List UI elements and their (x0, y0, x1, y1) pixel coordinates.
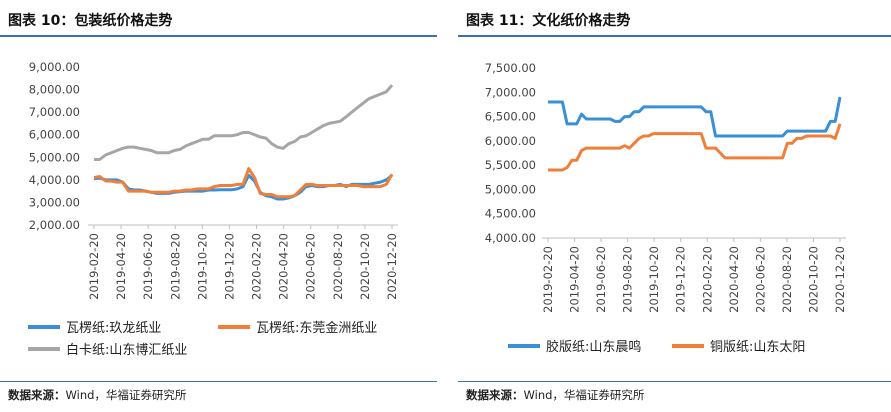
y-tick-label: 6,500.00 (485, 110, 536, 124)
y-tick-label: 4,000.00 (29, 173, 80, 187)
source-prefix: 数据来源： (8, 388, 66, 402)
x-tick-label: 2020-06-20 (753, 246, 767, 313)
y-tick-label: 7,500.00 (485, 61, 536, 75)
x-tick-label: 2020-08-20 (331, 233, 345, 300)
chart-svg: 9,000.00 8,000.00 7,000.00 6,000.00 5,000.00… (28, 60, 399, 358)
y-tick-label: 8,000.00 (29, 83, 80, 97)
chart-title: 图表 11：文化纸价格走势 (466, 13, 631, 29)
x-tick-label: 2020-10-20 (358, 233, 372, 300)
chart-panel-right: 图表 11：文化纸价格走势 7,500.00 7,000.00 6,500.00 6,… (458, 0, 891, 412)
x-tick-label: 2019-02-20 (87, 233, 101, 300)
x-tick-label: 2019-12-20 (222, 233, 236, 300)
x-tick-label: 2020-06-20 (304, 233, 318, 300)
x-tick-label: 2020-04-20 (727, 246, 741, 313)
chart-title: 图表 10：包装纸价格走势 (8, 13, 173, 29)
y-tick-label: 7,000.00 (485, 85, 536, 99)
y-tick-label: 4,500.00 (485, 207, 536, 221)
y-tick-label: 4,000.00 (485, 231, 536, 245)
x-tick-label: 2020-02-20 (250, 233, 264, 300)
x-tick-label: 2020-08-20 (780, 246, 794, 313)
x-tick-label: 2019-08-20 (621, 246, 635, 313)
series-line (548, 96, 842, 138)
y-tick-label: 7,000.00 (29, 105, 80, 119)
legend-label: 白卡纸:山东博汇纸业 (66, 342, 187, 358)
x-tick-label: 2019-06-20 (141, 233, 155, 300)
y-tick-label: 2,000.00 (29, 218, 80, 232)
x-tick-label: 2019-10-20 (647, 246, 661, 313)
chart-panel-left: 图表 10：包装纸价格走势 9,000.00 8,000.00 7,000.00 6,… (0, 0, 437, 412)
series-line (548, 123, 842, 172)
legend-label: 铜版纸:山东太阳 (710, 340, 805, 355)
y-tick-label: 5,500.00 (485, 158, 536, 172)
y-tick-label: 5,000.00 (29, 150, 80, 164)
series-line (94, 84, 394, 161)
x-tick-label: 2020-12-20 (833, 246, 847, 313)
source-note: 数据来源：Wind，华福证券研究所 (466, 387, 644, 403)
x-tick-label: 2020-10-20 (806, 246, 820, 313)
x-tick-label: 2019-12-20 (674, 246, 688, 313)
chart-svg: 7,500.00 7,000.00 6,500.00 6,000.00 5,500.00… (485, 61, 847, 355)
x-tick-label: 2019-04-20 (568, 246, 582, 313)
x-tick-label: 2019-04-20 (114, 233, 128, 300)
x-tick-label: 2019-08-20 (168, 233, 182, 300)
title-rule (0, 35, 437, 37)
legend-label: 瓦楞纸:东莞金洲纸业 (256, 320, 377, 336)
series-line (93, 173, 393, 201)
series-line (93, 167, 394, 199)
x-tick-label: 2019-02-20 (541, 246, 555, 313)
source-note: 数据来源：Wind，华福证券研究所 (8, 387, 186, 403)
x-tick-label: 2020-04-20 (277, 233, 291, 300)
x-tick-label: 2019-10-20 (195, 233, 209, 300)
legend-label: 瓦楞纸:玖龙纸业 (66, 320, 161, 336)
y-tick-label: 6,000.00 (29, 128, 80, 142)
x-tick-label: 2019-06-20 (594, 246, 608, 313)
title-rule (458, 35, 891, 37)
source-rule (0, 381, 437, 382)
x-tick-label: 2020-12-20 (385, 233, 399, 300)
y-tick-label: 6,000.00 (485, 134, 536, 148)
y-tick-label: 9,000.00 (29, 60, 80, 74)
source-body: Wind，华福证券研究所 (523, 388, 645, 402)
source-rule (458, 381, 891, 382)
source-prefix: 数据来源： (466, 388, 524, 402)
source-body: Wind，华福证券研究所 (65, 388, 187, 402)
x-tick-label: 2020-02-20 (700, 246, 714, 313)
y-tick-label: 3,000.00 (29, 195, 80, 209)
legend-label: 胶版纸:山东晨鸣 (546, 339, 641, 355)
y-tick-label: 5,000.00 (485, 182, 536, 196)
